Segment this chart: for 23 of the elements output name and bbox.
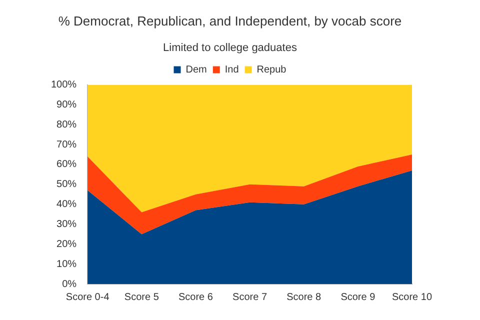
- y-tick-label: 90%: [56, 99, 77, 110]
- y-tick-label: 50%: [56, 179, 77, 190]
- y-tick-label: 20%: [56, 238, 77, 250]
- legend-label: Repub: [256, 64, 287, 76]
- x-tick-label: Score 6: [178, 292, 214, 303]
- chart-subtitle: Limited to college gaduates: [163, 42, 298, 54]
- y-tick-label: 10%: [56, 258, 77, 270]
- x-tick-label: Score 8: [286, 292, 322, 303]
- x-tick-label: Score 5: [124, 292, 160, 303]
- y-tick-label: 80%: [56, 119, 77, 130]
- y-tick-label: 100%: [51, 80, 77, 91]
- y-tick-label: 70%: [56, 139, 77, 150]
- y-tick-label: 60%: [56, 159, 77, 170]
- x-tick-label: Score 0-4: [66, 292, 110, 303]
- y-tick-label: 40%: [56, 199, 77, 210]
- y-tick-label: 0%: [62, 278, 77, 290]
- y-tick-label: 30%: [56, 218, 77, 230]
- legend-label: Ind: [224, 64, 239, 76]
- x-tick-label: Score 10: [392, 292, 432, 303]
- x-tick-label: Score 9: [340, 292, 376, 303]
- legend-label: Dem: [186, 64, 207, 76]
- x-tick-label: Score 7: [232, 292, 268, 303]
- chart-title: % Democrat, Republican, and Independent, by vocab score: [58, 13, 402, 28]
